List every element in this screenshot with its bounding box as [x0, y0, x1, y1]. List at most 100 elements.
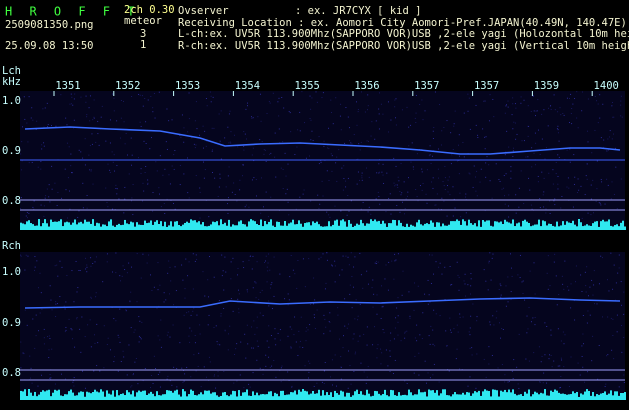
noise-floor [74, 395, 76, 400]
noise-dot [199, 333, 201, 335]
noise-floor [616, 224, 618, 230]
noise-dot [230, 298, 232, 300]
meteor-count: 3 [140, 28, 146, 40]
noise-floor [314, 393, 316, 400]
noise-floor [424, 391, 426, 400]
noise-dot [412, 166, 414, 168]
noise-dot [384, 278, 386, 280]
noise-dot [124, 186, 126, 188]
noise-dot [523, 99, 525, 101]
noise-dot [220, 313, 222, 315]
noise-dot [612, 116, 614, 118]
noise-floor [568, 222, 570, 230]
noise-dot [229, 110, 231, 112]
noise-dot [25, 254, 27, 256]
noise-dot [539, 381, 541, 383]
noise-dot [139, 320, 141, 322]
noise-floor [166, 226, 168, 230]
noise-dot [549, 200, 551, 202]
noise-dot [532, 95, 534, 97]
noise-floor [180, 226, 182, 230]
noise-floor [168, 390, 170, 400]
noise-dot [463, 156, 465, 158]
noise-dot [162, 174, 164, 176]
noise-floor [40, 226, 42, 230]
noise-dot [555, 161, 557, 163]
noise-dot [559, 107, 561, 109]
noise-floor [530, 226, 532, 230]
noise-dot [261, 141, 263, 143]
noise-floor [254, 395, 256, 400]
noise-dot [501, 363, 503, 365]
noise-dot [208, 216, 210, 218]
noise-dot [566, 97, 568, 99]
noise-floor [510, 223, 512, 230]
noise-dot [340, 366, 342, 368]
noise-dot [80, 96, 82, 98]
noise-dot [144, 171, 146, 173]
noise-dot [73, 301, 75, 303]
noise-floor [218, 225, 220, 230]
noise-dot [247, 102, 249, 104]
noise-floor [264, 221, 266, 230]
noise-floor [486, 220, 488, 230]
noise-dot [584, 381, 586, 383]
noise-dot [363, 371, 365, 373]
noise-dot [121, 275, 123, 277]
noise-dot [377, 261, 379, 263]
noise-dot [165, 141, 167, 143]
noise-dot [401, 201, 403, 203]
noise-dot [366, 270, 368, 272]
noise-floor [230, 394, 232, 400]
noise-floor [184, 222, 186, 230]
rch-info: R-ch:ex. UV5R 113.900Mhz(SAPPORO VOR)USB… [178, 40, 629, 52]
noise-dot [580, 274, 582, 276]
noise-dot [393, 182, 395, 184]
noise-floor [462, 392, 464, 400]
noise-dot [244, 333, 246, 335]
noise-dot [318, 258, 320, 260]
noise-dot [559, 365, 561, 367]
noise-floor [280, 225, 282, 230]
noise-floor [524, 219, 526, 230]
noise-floor [472, 224, 474, 230]
noise-dot [164, 213, 166, 215]
noise-dot [347, 194, 349, 196]
noise-floor [242, 392, 244, 400]
noise-dot [457, 331, 459, 333]
noise-dot [462, 141, 464, 143]
noise-floor [608, 219, 610, 230]
noise-dot [530, 110, 532, 112]
noise-floor [28, 220, 30, 230]
noise-dot [431, 155, 433, 157]
noise-dot [599, 94, 601, 96]
noise-dot [348, 264, 350, 266]
noise-dot [307, 377, 309, 379]
noise-dot [203, 366, 205, 368]
noise-dot [623, 381, 625, 383]
noise-dot [621, 116, 623, 118]
noise-dot [338, 149, 340, 151]
noise-floor [90, 223, 92, 230]
noise-floor [418, 219, 420, 230]
noise-dot [472, 303, 474, 305]
noise-dot [581, 345, 583, 347]
noise-dot [335, 385, 337, 387]
noise-dot [540, 361, 542, 363]
noise-dot [302, 193, 304, 195]
noise-dot [309, 155, 311, 157]
noise-dot [539, 207, 541, 209]
noise-dot [495, 317, 497, 319]
noise-dot [355, 101, 357, 103]
noise-dot [512, 128, 514, 130]
noise-dot [179, 164, 181, 166]
noise-dot [512, 377, 514, 379]
noise-dot [328, 214, 330, 216]
noise-dot [66, 275, 68, 277]
noise-dot [92, 262, 94, 264]
noise-floor [400, 395, 402, 400]
noise-dot [400, 194, 402, 196]
noise-dot [228, 333, 230, 335]
noise-dot [507, 276, 509, 278]
noise-dot [46, 188, 48, 190]
